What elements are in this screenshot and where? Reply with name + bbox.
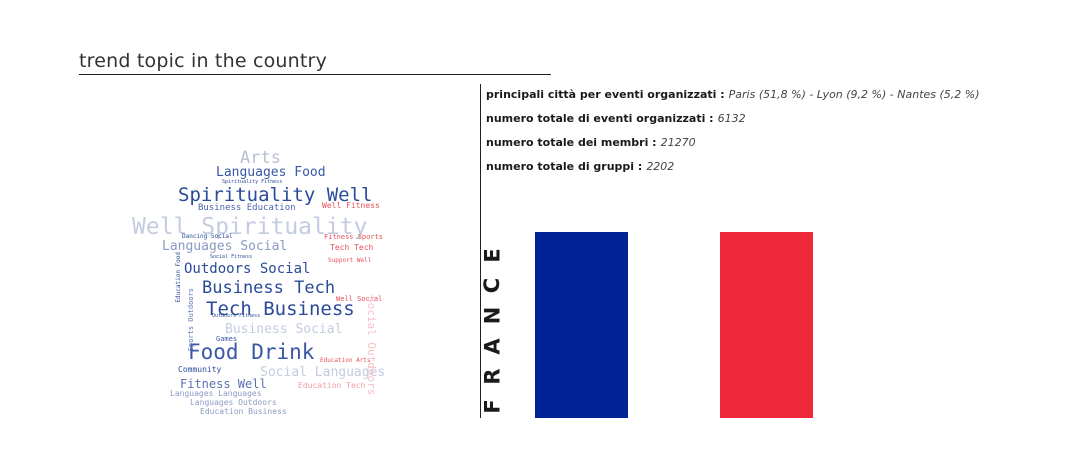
word-cloud-term: Tech Business bbox=[206, 298, 355, 320]
country-letter: R bbox=[480, 368, 505, 385]
country-letter: N bbox=[480, 307, 505, 325]
stat-value: Paris (51,8 %) - Lyon (9,2 %) - Nantes (… bbox=[728, 87, 980, 101]
word-cloud-term: Well Fitness bbox=[322, 201, 380, 210]
flag-blue-band bbox=[535, 232, 628, 418]
word-cloud-term: Outdoors Fitness bbox=[212, 313, 261, 319]
word-cloud-term: Business Education bbox=[198, 203, 296, 213]
word-cloud-term: Sports Outdoors bbox=[187, 288, 195, 352]
section-title: trend topic in the country bbox=[79, 50, 328, 72]
word-cloud-term: Fitness Sports bbox=[324, 233, 384, 241]
flag-red-band bbox=[720, 232, 813, 418]
vertical-divider bbox=[480, 84, 481, 418]
word-cloud-term: Community bbox=[178, 365, 222, 374]
stat-label: numero totale di eventi organizzati : bbox=[486, 111, 714, 125]
word-cloud-term: Business Social bbox=[225, 322, 343, 337]
word-cloud-term: Spirituality Fitness bbox=[222, 179, 283, 185]
stat-total-groups: numero totale di gruppi : 2202 bbox=[486, 154, 1066, 178]
word-cloud-term: Education Food bbox=[175, 252, 182, 303]
word-cloud-term: Languages Food bbox=[216, 165, 326, 180]
word-cloud-term: Well Social bbox=[336, 295, 383, 303]
word-cloud-term: Well Spirituality bbox=[132, 214, 368, 240]
word-cloud-term: Fitness Well bbox=[180, 377, 267, 391]
word-cloud-term: Languages Social bbox=[162, 239, 288, 254]
word-cloud: Arts Languages Food Spirituality Well Bu… bbox=[80, 110, 410, 420]
flag-white-band bbox=[628, 232, 720, 418]
word-cloud-term: Arts bbox=[240, 148, 281, 168]
country-name: F R A N C E bbox=[476, 245, 510, 417]
word-cloud-term: Food Drink bbox=[188, 340, 315, 364]
stats-panel: principali città per eventi organizzati … bbox=[486, 82, 1066, 178]
word-cloud-term: Spirituality Well bbox=[178, 184, 373, 206]
stat-top-cities: principali città per eventi organizzati … bbox=[486, 82, 1066, 106]
word-cloud-term: Social Outdoors bbox=[365, 296, 378, 396]
word-cloud-term: Education Tech bbox=[298, 381, 366, 390]
stat-label: numero totale di gruppi : bbox=[486, 159, 643, 173]
word-cloud-term: Business Tech bbox=[202, 278, 336, 298]
country-letter: F bbox=[480, 399, 505, 414]
title-divider bbox=[79, 74, 551, 75]
stat-value: 6132 bbox=[717, 111, 746, 125]
word-cloud-term: Dancing Social bbox=[182, 233, 233, 240]
stat-value: 2202 bbox=[646, 159, 675, 173]
stat-value: 21270 bbox=[660, 135, 696, 149]
stat-label: numero totale dei membri : bbox=[486, 135, 657, 149]
word-cloud-term: Outdoors Social bbox=[184, 261, 311, 277]
word-cloud-term: Social Fitness bbox=[210, 254, 253, 260]
word-cloud-term: Languages Outdoors bbox=[190, 398, 277, 407]
stat-label: principali città per eventi organizzati … bbox=[486, 87, 725, 101]
word-cloud-term: Social Languages bbox=[260, 365, 386, 380]
word-cloud-term: Education Business bbox=[200, 407, 287, 416]
country-letter: E bbox=[480, 248, 505, 263]
word-cloud-term: Languages Languages bbox=[170, 389, 262, 398]
word-cloud-term: Games bbox=[216, 335, 238, 343]
word-cloud-term: Support Well bbox=[328, 257, 372, 264]
country-letter: C bbox=[480, 277, 505, 294]
word-cloud-term: Tech Tech bbox=[330, 243, 374, 252]
stat-total-events: numero totale di eventi organizzati : 61… bbox=[486, 106, 1066, 130]
stat-total-members: numero totale dei membri : 21270 bbox=[486, 130, 1066, 154]
country-letter: A bbox=[480, 337, 505, 355]
word-cloud-term: Education Arts bbox=[320, 357, 371, 364]
